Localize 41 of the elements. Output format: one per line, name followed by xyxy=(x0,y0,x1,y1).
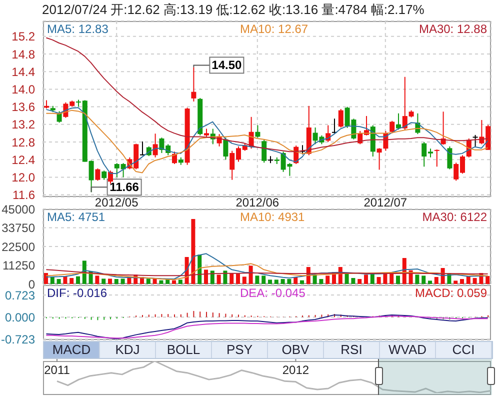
x-tick-label: 2012 xyxy=(282,363,310,377)
y-tick-label: 12.0 xyxy=(12,170,36,184)
text: RSI xyxy=(324,342,380,358)
y-tick-label: 45000 xyxy=(2,202,36,216)
y-tick-label: 22500 xyxy=(2,240,36,254)
text: CCI xyxy=(436,342,492,358)
text: MA30: 6122 xyxy=(422,210,487,224)
y-tick-label: 12.8 xyxy=(12,135,36,150)
text: MACD xyxy=(44,342,100,358)
x-tick-label: 2012/05 xyxy=(94,196,139,210)
y-tick-label: 11250 xyxy=(2,258,36,273)
x-tick-label: 2012/07 xyxy=(364,196,408,210)
text: MA5: 4751 xyxy=(47,210,106,224)
text: BOLL xyxy=(156,342,212,358)
chart-title: 2012/07/24 开:12.62 高:13.19 低:12.62 收:13.16 量:4784 幅:2.17% xyxy=(42,1,424,19)
annotation: 11.66 xyxy=(110,180,140,194)
x-tick-label: 2012/06 xyxy=(236,196,280,210)
y-tick-label: 12.4 xyxy=(12,152,36,167)
text: KDJ xyxy=(100,342,156,358)
text: MA10: 12.67 xyxy=(240,22,308,36)
text: WVAD xyxy=(380,342,436,358)
text: MA5: 12.83 xyxy=(47,22,108,36)
y-tick-label: -0.723 xyxy=(0,332,36,346)
y-tick-label: 0.000 xyxy=(4,310,36,324)
text: DIF: -0.016 xyxy=(47,286,108,300)
y-tick-label: 11.6 xyxy=(12,188,36,202)
y-tick-label: 33750 xyxy=(2,221,36,236)
x-tick-label: 2011 xyxy=(44,363,70,377)
text: PSY xyxy=(212,342,268,358)
y-tick-label: 14.0 xyxy=(12,82,36,96)
y-tick-label: 13.2 xyxy=(12,118,36,132)
y-tick-label: 15.2 xyxy=(12,30,36,44)
y-tick-label: 14.8 xyxy=(12,47,36,62)
series-label: MACD: 0.059 xyxy=(414,286,487,300)
text: OBV xyxy=(268,342,324,358)
annotation: 14.50 xyxy=(212,58,242,72)
y-tick-label: 14.4 xyxy=(12,64,36,79)
series-label: DEA: -0.045 xyxy=(240,286,306,300)
text: MA10: 4931 xyxy=(240,210,305,224)
y-tick-label: 13.6 xyxy=(12,100,36,114)
text: MA30: 12.88 xyxy=(418,22,487,36)
